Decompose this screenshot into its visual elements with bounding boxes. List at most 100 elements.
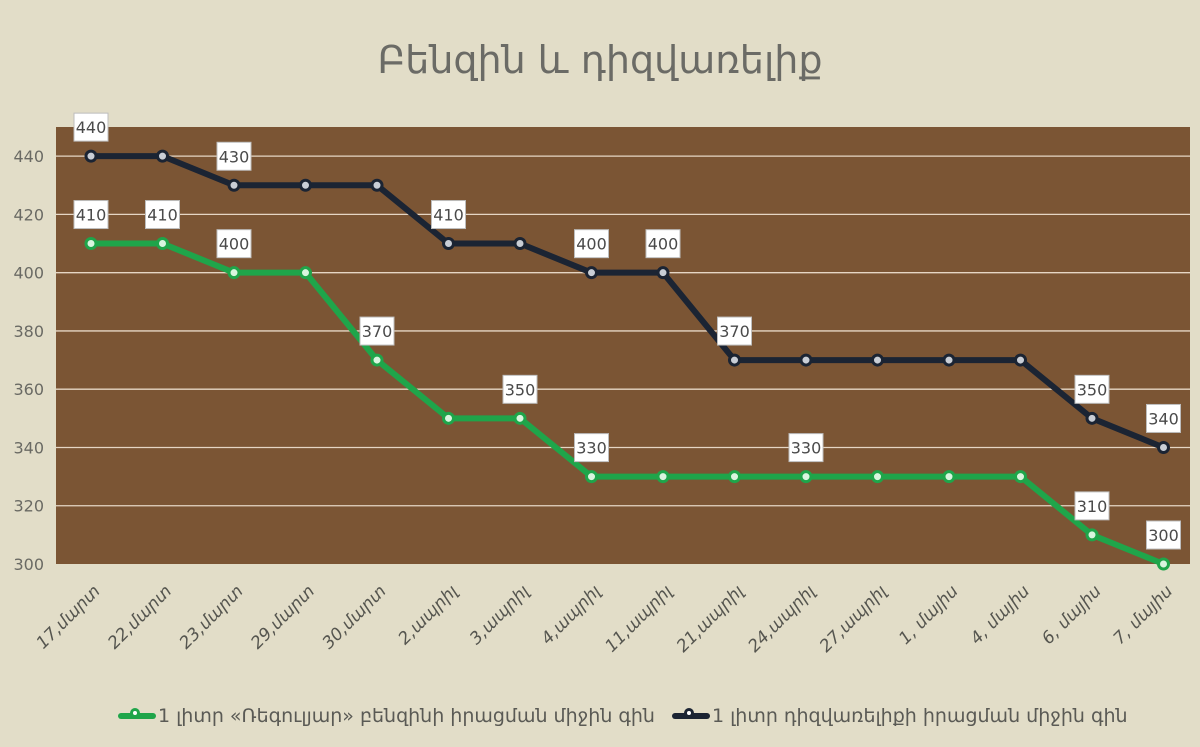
data-label-diesel: 350 [1077, 380, 1108, 399]
data-label-gasoline: 410 [147, 206, 178, 225]
data-point-diesel [1085, 411, 1099, 425]
x-tick-label: 4, մայիս [967, 581, 1034, 648]
data-point-gasoline [1157, 557, 1170, 571]
x-tick-label: 4,ապրիլ [537, 581, 605, 649]
data-label-box-gasoline [1146, 520, 1181, 550]
data-point-diesel [1014, 353, 1027, 367]
data-point-gasoline [871, 470, 884, 484]
data-point-diesel [871, 353, 884, 367]
data-label-box-diesel [1074, 374, 1110, 404]
series-line-diesel [88, 153, 1167, 451]
y-tick-label: 420 [13, 205, 44, 224]
data-label-box-diesel [431, 200, 466, 230]
y-tick-label: 320 [13, 497, 44, 516]
legend-item-diesel: 1 լիտր դիզվառելիքի իրացման միջին գին [672, 705, 1128, 727]
data-label-diesel: 340 [1148, 409, 1179, 428]
chart-title: Բենզին և դիզվառելիք [377, 38, 823, 82]
line-chart: 300 320 340 360 380 400 420 440 17,մարտ 22,մարտ 23… [13, 112, 1190, 657]
x-tick-label: 29,մարտ [247, 581, 319, 653]
data-point-gasoline [728, 470, 741, 484]
x-tick-label: 7, մայիս [1110, 581, 1177, 648]
legend-label-gasoline: 1 լիտր «Ռեգուլյար» բենզինի իրացման միջին… [158, 705, 655, 727]
data-point-diesel [656, 266, 670, 280]
series-line-gasoline [88, 240, 1167, 567]
x-tick-label: 2,ապրիլ [394, 581, 462, 649]
data-point-gasoline [799, 470, 813, 484]
y-tick-label: 380 [13, 322, 44, 341]
data-label-box-gasoline [216, 229, 252, 259]
data-point-gasoline [585, 470, 598, 484]
data-label-diesel: 370 [719, 322, 750, 341]
x-tick-label: 22,մարտ [104, 581, 176, 653]
data-point-diesel [299, 178, 312, 192]
legend-label-diesel: 1 լիտր դիզվառելիքի իրացման միջին գին [712, 705, 1128, 727]
legend-item-gasoline: 1 լիտր «Ռեգուլյար» բենզինի իրացման միջին… [118, 705, 655, 727]
legend-swatch-gasoline [118, 708, 156, 719]
data-label-gasoline: 310 [1077, 497, 1108, 516]
data-point-gasoline [299, 266, 312, 280]
data-label-box-gasoline [1074, 491, 1110, 521]
data-label-box-gasoline [73, 200, 109, 230]
data-label-diesel: 400 [648, 235, 679, 254]
data-point-diesel [585, 266, 598, 280]
data-point-diesel [442, 237, 455, 251]
y-tick-label: 300 [13, 555, 44, 574]
x-tick-label: 30,մարտ [319, 581, 391, 653]
y-tick-label: 360 [13, 380, 44, 399]
data-label-diesel: 440 [76, 118, 107, 137]
x-tick-label: 1, մայիս [895, 581, 962, 648]
data-label-box-diesel [73, 112, 109, 142]
data-point-diesel [1157, 440, 1170, 454]
data-point-gasoline [156, 237, 169, 251]
data-label-gasoline: 410 [76, 206, 107, 225]
data-point-diesel [942, 353, 956, 367]
data-point-gasoline [227, 266, 241, 280]
x-tick-label: 24,ապրիլ [744, 581, 819, 656]
data-point-gasoline [942, 470, 956, 484]
data-point-diesel [513, 237, 527, 251]
data-label-diesel: 410 [433, 206, 464, 225]
x-tick-label: 11,ապրիլ [601, 581, 676, 656]
data-point-gasoline [442, 411, 455, 425]
data-label-box-gasoline [502, 374, 538, 404]
x-tick-label: 23,մարտ [176, 581, 248, 653]
data-point-diesel [799, 353, 813, 367]
data-label-box-diesel [1146, 403, 1181, 433]
x-tick-label: 27,ապրիլ [816, 581, 891, 656]
data-point-diesel [84, 149, 98, 163]
data-label-box-gasoline [574, 433, 609, 463]
x-tick-label: 6, մայիս [1038, 581, 1105, 648]
legend-swatch-diesel [672, 708, 710, 719]
y-tick-label: 440 [13, 147, 44, 166]
x-tick-label: 3,ապրիլ [466, 581, 534, 649]
data-point-diesel [227, 178, 241, 192]
data-label-box-diesel [717, 316, 752, 346]
data-label-gasoline: 330 [791, 439, 822, 458]
data-label-gasoline: 350 [505, 380, 536, 399]
plot-area [56, 127, 1190, 564]
data-label-box-diesel [645, 229, 681, 259]
data-point-gasoline [370, 353, 384, 367]
y-tick-label: 400 [13, 264, 44, 283]
legend: 1 լիտր «Ռեգուլյար» բենզինի իրացման միջին… [0, 700, 1200, 740]
data-label-gasoline: 370 [362, 322, 393, 341]
data-label-gasoline: 400 [219, 235, 250, 254]
data-point-gasoline [656, 470, 670, 484]
data-label-gasoline: 300 [1148, 526, 1179, 545]
data-label-box-gasoline [788, 433, 824, 463]
data-label-diesel: 430 [219, 147, 250, 166]
x-tick-label: 17,մարտ [33, 581, 105, 653]
data-label-gasoline: 330 [576, 439, 607, 458]
data-point-gasoline [1014, 470, 1027, 484]
y-tick-label: 340 [13, 438, 44, 457]
data-label-box-diesel [216, 141, 252, 171]
data-label-box-gasoline [359, 316, 395, 346]
data-point-diesel [156, 149, 169, 163]
data-point-diesel [728, 353, 741, 367]
data-point-diesel [370, 178, 384, 192]
data-label-diesel: 400 [576, 235, 607, 254]
data-label-box-gasoline [145, 200, 180, 230]
data-point-gasoline [1085, 528, 1099, 542]
data-point-gasoline [84, 237, 98, 251]
data-point-gasoline [513, 411, 527, 425]
